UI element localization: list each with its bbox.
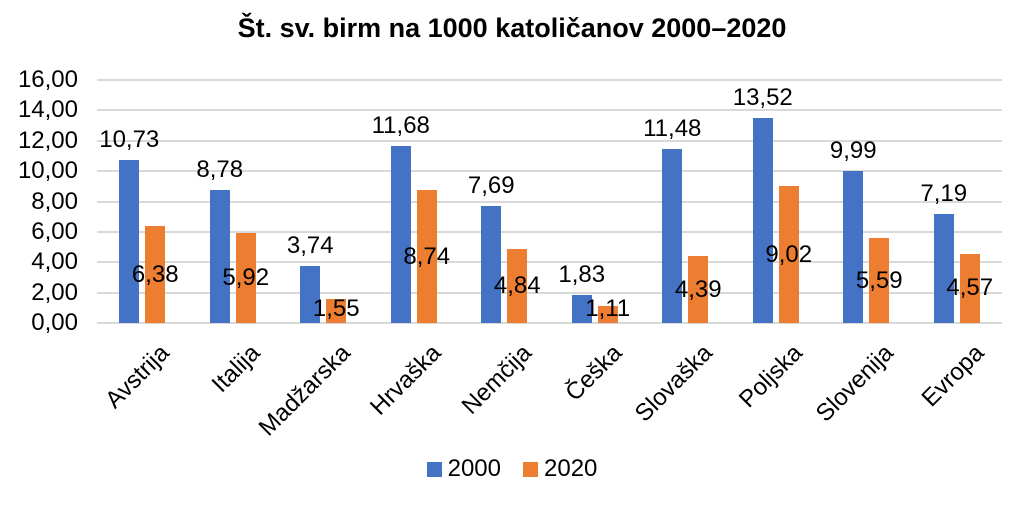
bar-2000-1 <box>209 189 230 323</box>
bar-2000-0 <box>119 160 140 323</box>
data-label-2020-4: 4,84 <box>493 272 541 300</box>
legend-swatch-2000 <box>426 461 442 477</box>
x-axis-category-label: Poljska <box>734 339 809 414</box>
x-axis-category-label: Slovenija <box>810 339 899 428</box>
data-label-2020-3: 8,74 <box>403 242 451 270</box>
gridline <box>97 109 1002 112</box>
legend-label-2000: 2000 <box>447 455 501 482</box>
y-axis-tick-label: 0,00 <box>31 309 78 336</box>
data-label-2000-0: 10,73 <box>99 126 160 154</box>
y-axis-tick-label: 12,00 <box>17 126 78 154</box>
bar-2020-6 <box>688 256 709 323</box>
y-axis-tick-label: 16,00 <box>17 66 78 93</box>
x-axis-category-label: Avstrija <box>100 339 175 414</box>
legend-item-2020: 2020 <box>523 455 597 483</box>
data-label-2020-7: 9,02 <box>765 240 813 268</box>
y-axis-tick-label: 10,00 <box>17 157 78 185</box>
gridline <box>97 139 1002 142</box>
data-label-2000-4: 7,69 <box>467 172 515 200</box>
gridline <box>97 170 1002 173</box>
x-axis-category-label: Češka <box>559 339 628 407</box>
gridline <box>97 261 1002 264</box>
x-axis-category-label: Italija <box>206 339 266 399</box>
data-label-2000-2: 3,74 <box>286 232 334 260</box>
y-axis-tick-label: 6,00 <box>31 217 78 245</box>
gridline <box>97 79 1002 81</box>
legend-item-2000: 2000 <box>426 455 501 483</box>
bar-2000-8 <box>843 171 864 323</box>
bar-2000-7 <box>752 117 773 323</box>
data-label-2000-1: 8,78 <box>196 155 244 183</box>
bar-2020-7 <box>778 186 799 323</box>
bar-2020-4 <box>507 249 528 323</box>
y-axis-tick-label: 2,00 <box>31 278 78 306</box>
bar-2000-4 <box>481 206 502 323</box>
legend: 2000 2020 <box>0 455 1024 483</box>
y-axis-tick-label: 8,00 <box>31 187 78 215</box>
x-axis-category-label: Hrvaška <box>364 339 447 421</box>
data-label-2000-6: 11,48 <box>643 114 702 142</box>
x-axis-category-label: Slovaška <box>629 339 718 428</box>
data-label-2020-2: 1,55 <box>312 295 360 322</box>
bar-2000-6 <box>662 148 683 323</box>
data-label-2000-3: 11,68 <box>371 111 430 139</box>
data-label-2020-1: 5,92 <box>222 264 270 292</box>
gridline <box>97 322 1002 324</box>
legend-label-2020: 2020 <box>544 455 598 482</box>
y-axis-tick-label: 4,00 <box>31 248 78 276</box>
data-label-2000-8: 9,99 <box>829 137 877 165</box>
data-label-2000-7: 13,52 <box>732 83 793 111</box>
y-axis-tick-label: 14,00 <box>17 96 78 124</box>
data-label-2000-5: 1,83 <box>558 261 606 289</box>
bar-2020-2 <box>326 299 347 323</box>
data-label-2020-5: 1,11 <box>585 295 631 322</box>
gridline <box>97 200 1002 203</box>
bar-2000-3 <box>390 145 411 323</box>
bar-2020-3 <box>416 190 437 323</box>
bar-2000-2 <box>300 266 321 323</box>
chart-title: Št. sv. birm na 1000 katoličanov 2000–20… <box>237 13 787 43</box>
data-label-2000-9: 7,19 <box>920 179 968 207</box>
bar-2020-8 <box>869 238 890 323</box>
gridline <box>97 291 1002 294</box>
data-label-2020-8: 5,59 <box>855 266 903 294</box>
x-axis-category-label: Madžarska <box>253 339 356 442</box>
bar-2020-1 <box>235 233 256 323</box>
bar-2000-9 <box>933 213 954 323</box>
bar-2020-0 <box>145 226 166 323</box>
bar-2020-9 <box>959 253 980 323</box>
bar-2020-5 <box>597 306 618 323</box>
data-label-2020-0: 6,38 <box>131 260 179 288</box>
legend-swatch-2020 <box>523 461 538 477</box>
bar-2000-5 <box>571 295 592 323</box>
x-axis-category-label: Evropa <box>916 339 990 413</box>
data-label-2020-6: 4,39 <box>674 275 722 303</box>
gridline <box>97 230 1002 233</box>
x-axis-category-label: Nemčija <box>456 339 537 420</box>
data-label-2020-9: 4,57 <box>946 274 994 302</box>
